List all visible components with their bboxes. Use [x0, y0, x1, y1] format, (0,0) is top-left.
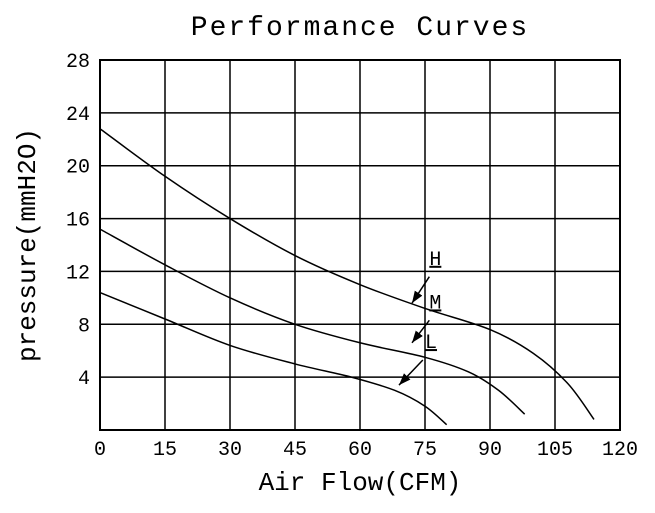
series-label-l: L — [425, 332, 437, 355]
y-tick-label: 20 — [66, 157, 90, 180]
x-tick-label: 120 — [602, 439, 638, 462]
performance-curves-chart: Performance Curves 0 15 30 45 60 75 90 105 120 4 8 1… — [0, 0, 655, 513]
x-tick-label: 15 — [153, 439, 177, 462]
y-tick-label: 8 — [78, 315, 90, 338]
x-tick-label: 90 — [478, 439, 502, 462]
y-tick-label: 28 — [66, 51, 90, 74]
x-tick-label: 75 — [413, 439, 437, 462]
y-tick-label: 16 — [66, 210, 90, 233]
x-tick-label: 45 — [283, 439, 307, 462]
series-label-h: H — [429, 249, 441, 272]
x-tick-label: 0 — [94, 439, 106, 462]
y-tick-label: 4 — [78, 368, 90, 391]
x-tick-label: 105 — [537, 439, 573, 462]
x-tick-label: 60 — [348, 439, 372, 462]
chart-title: Performance Curves — [191, 13, 529, 44]
x-axis-label: Air Flow(CFM) — [259, 468, 462, 498]
y-tick-label: 12 — [66, 262, 90, 285]
y-tick-label: 24 — [66, 104, 90, 127]
chart-container: Performance Curves 0 15 30 45 60 75 90 105 120 4 8 1… — [0, 0, 655, 513]
x-tick-label: 30 — [218, 439, 242, 462]
series-label-m: M — [429, 292, 441, 315]
y-axis-label: pressure(mmH2O) — [13, 128, 43, 362]
